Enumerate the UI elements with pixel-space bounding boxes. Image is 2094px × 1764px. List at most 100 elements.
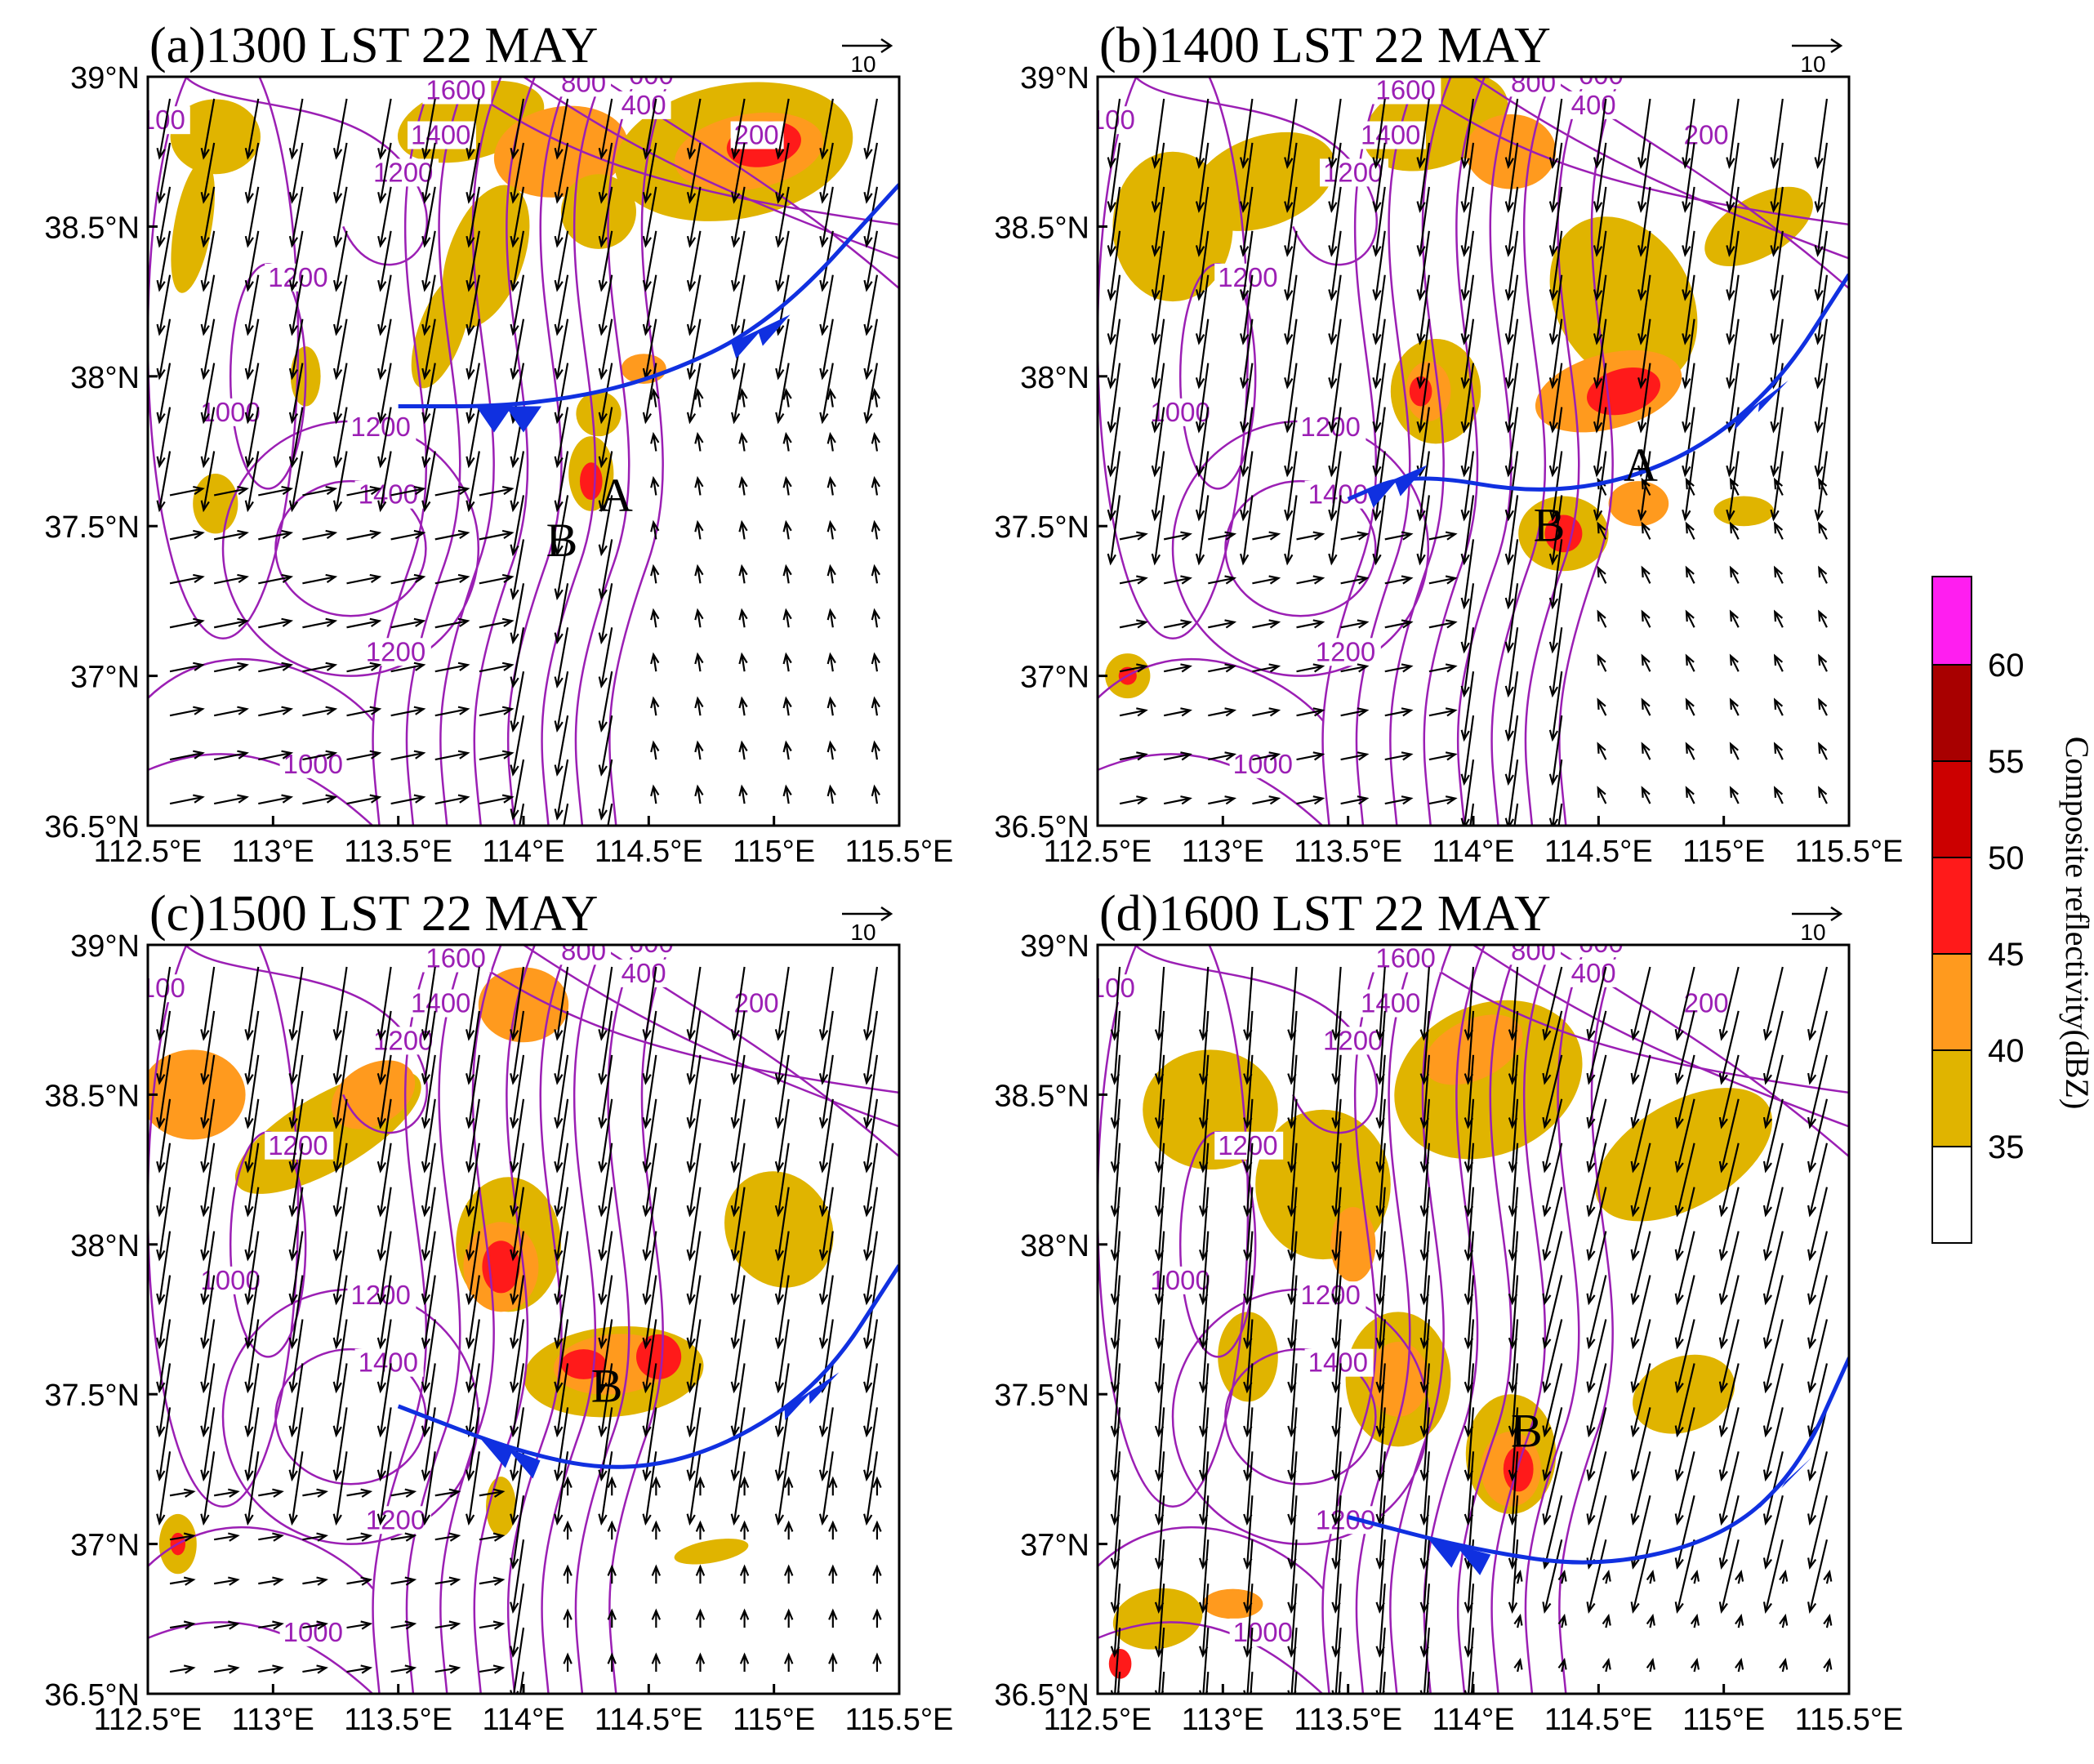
wind-vector-head [272, 1488, 284, 1498]
wind-vector [1201, 1231, 1210, 1303]
wind-vector [434, 1667, 459, 1673]
wind-vector [644, 1143, 657, 1215]
wind-vector-head [686, 1381, 696, 1394]
wind-vector-head [1637, 245, 1647, 257]
wind-vector [1640, 230, 1651, 300]
wind-vector-head [510, 1337, 519, 1350]
wind-vector-head [686, 1337, 696, 1350]
wind-vector [423, 1319, 436, 1392]
wind-vector-head [510, 1646, 519, 1658]
wind-vector-head [819, 323, 829, 336]
wind-vector [1588, 1187, 1607, 1259]
wind-vector-head [332, 1293, 342, 1306]
wind-vector-head [465, 1160, 475, 1174]
wind-vector [1374, 98, 1386, 167]
wind-vector [1157, 1584, 1165, 1656]
contour-label-bg [362, 638, 431, 666]
wind-vector [733, 1319, 746, 1392]
wind-vector-head [871, 519, 880, 532]
wind-vector-head [1593, 157, 1603, 169]
wind-vector-head [554, 1381, 564, 1394]
wind-vector [423, 230, 436, 290]
wind-vector-head [1718, 1028, 1728, 1041]
wind-vector [1109, 142, 1121, 212]
reference-vector-label: 10 [850, 51, 875, 77]
wind-vector [1720, 1451, 1740, 1524]
wind-vector [1334, 1187, 1342, 1259]
wind-vector [158, 1098, 172, 1171]
wind-vector-head [1136, 531, 1148, 541]
wind-vector [1507, 451, 1519, 519]
reflectivity-echo [1633, 1354, 1735, 1434]
wind-vector [291, 1451, 304, 1524]
wind-vector [1730, 655, 1740, 672]
wind-vector-head [193, 750, 205, 760]
wind-vector-head [871, 564, 880, 577]
wind-vector-head [200, 1029, 210, 1041]
wind-vector [1113, 1187, 1121, 1259]
wind-vector [600, 274, 613, 334]
wind-vector [644, 230, 657, 290]
wind-vector-head [244, 1205, 254, 1218]
wind-vector [644, 1187, 657, 1259]
wind-vector-head [1814, 465, 1824, 478]
wind-vector [1676, 1231, 1695, 1303]
wind-vector [653, 742, 657, 760]
wind-vector-head [244, 500, 254, 513]
wind-vector [203, 1231, 216, 1303]
wind-vector [1809, 1407, 1829, 1480]
wind-vector [346, 1667, 371, 1673]
wind-vector [1774, 567, 1784, 584]
wind-vector-head [1718, 1293, 1728, 1306]
wind-vector [1198, 363, 1210, 431]
wind-vector-head [244, 412, 254, 425]
wind-vector [1109, 407, 1121, 475]
wind-vector-head [1729, 609, 1739, 622]
wind-vector [1201, 1495, 1210, 1568]
wind-vector-head [244, 456, 254, 469]
wind-vector [213, 708, 247, 717]
wind-vector [1374, 186, 1386, 256]
wind-vector-head [1597, 565, 1606, 578]
wind-vector [1467, 1187, 1475, 1259]
wind-vector-head [695, 1608, 706, 1620]
wind-vector-head [156, 323, 166, 336]
wind-vector [644, 1231, 657, 1303]
wind-vector [467, 1098, 480, 1171]
wind-vector-head [244, 279, 254, 292]
wind-vector [203, 230, 216, 290]
wind-vector-head [281, 529, 294, 540]
wind-vector [1596, 318, 1607, 388]
wind-vector-head [288, 1249, 298, 1262]
wind-vector-head [237, 485, 249, 496]
wind-vector-head [686, 279, 697, 292]
wind-vector [644, 274, 657, 334]
wind-vector [873, 478, 879, 496]
wind-vector [1153, 495, 1165, 564]
wind-vector-head [332, 1116, 342, 1129]
wind-vector [1153, 318, 1165, 388]
wind-vector-head [376, 1029, 387, 1041]
wind-vector-head [554, 1337, 564, 1350]
wind-vector [653, 522, 657, 540]
wind-vector [1676, 1143, 1695, 1215]
wind-vector-head [871, 431, 880, 444]
wind-vector-head [730, 1205, 740, 1218]
wind-vector-head [288, 456, 299, 469]
wind-vector [203, 318, 216, 378]
wind-vector [169, 620, 203, 629]
contour-label: 1600 [1375, 75, 1435, 105]
wind-vector-head [1770, 245, 1780, 257]
wind-vector [1511, 1539, 1519, 1612]
wind-vector-head [738, 519, 748, 532]
wind-vector [346, 576, 380, 585]
wind-vector [1818, 655, 1828, 672]
wind-vector [777, 1098, 790, 1171]
lon-tick-label: 115.5°E [1795, 1703, 1904, 1737]
wind-vector [1816, 318, 1829, 388]
wind-vector [777, 1143, 790, 1215]
wind-vector-head [1328, 157, 1338, 169]
wind-vector [467, 274, 480, 334]
wind-vector [556, 583, 569, 643]
wind-vector [1463, 274, 1475, 344]
